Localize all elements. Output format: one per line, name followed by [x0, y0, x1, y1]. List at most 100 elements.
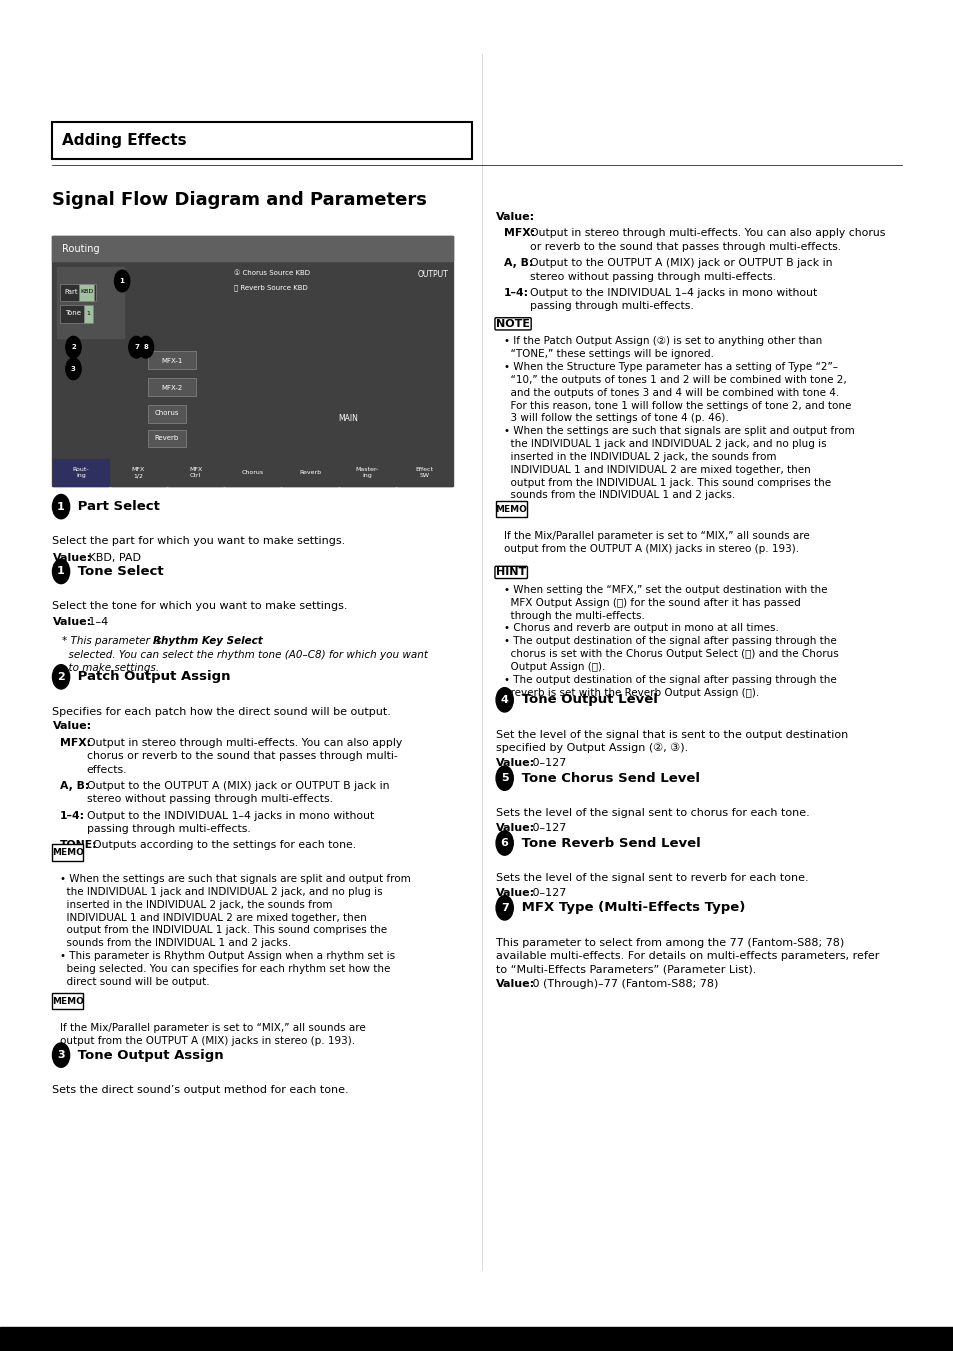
- Text: 8: 8: [143, 345, 149, 350]
- Text: sounds from the INDIVIDUAL 1 and 2 jacks.: sounds from the INDIVIDUAL 1 and 2 jacks…: [60, 938, 291, 948]
- Text: Rout-
ing: Rout- ing: [72, 467, 90, 478]
- Text: effects.: effects.: [87, 765, 127, 774]
- Text: Select the part for which you want to make settings.: Select the part for which you want to ma…: [52, 536, 345, 546]
- Text: For this reason, tone 1 will follow the settings of tone 2, and tone: For this reason, tone 1 will follow the …: [503, 401, 850, 411]
- Text: 1: 1: [57, 501, 65, 512]
- Text: INDIVIDUAL 1 and INDIVIDUAL 2 are mixed together, then: INDIVIDUAL 1 and INDIVIDUAL 2 are mixed …: [60, 913, 367, 923]
- Text: Tone Output Level: Tone Output Level: [517, 693, 658, 707]
- Bar: [57, 267, 124, 338]
- Text: Select the tone for which you want to make settings.: Select the tone for which you want to ma…: [52, 601, 348, 611]
- Text: • If the Patch Output Assign (②) is set to anything other than: • If the Patch Output Assign (②) is set …: [503, 336, 821, 346]
- Text: This parameter to select from among the 77 (Fantom-S88; 78): This parameter to select from among the …: [496, 938, 843, 947]
- Text: ⓪ Reverb Source KBD: ⓪ Reverb Source KBD: [233, 285, 307, 290]
- FancyBboxPatch shape: [52, 844, 83, 861]
- Text: inserted in the INDIVIDUAL 2 jack, the sounds from: inserted in the INDIVIDUAL 2 jack, the s…: [60, 900, 333, 909]
- Text: • This parameter is Rhythm Output Assign when a rhythm set is: • This parameter is Rhythm Output Assign…: [60, 951, 395, 961]
- Text: • The output destination of the signal after passing through the: • The output destination of the signal a…: [503, 676, 836, 685]
- Text: Value:: Value:: [496, 888, 535, 897]
- Text: • When the Structure Type parameter has a setting of Type “2”–: • When the Structure Type parameter has …: [503, 362, 837, 372]
- Text: MEMO: MEMO: [495, 505, 527, 513]
- Text: Specifies for each patch how the direct sound will be output.: Specifies for each patch how the direct …: [52, 707, 391, 716]
- Text: Master-
ing: Master- ing: [355, 467, 378, 478]
- Text: chorus or reverb to the sound that passes through multi-: chorus or reverb to the sound that passe…: [87, 751, 397, 761]
- Circle shape: [114, 270, 130, 292]
- Text: • When setting the “MFX,” set the output destination with the: • When setting the “MFX,” set the output…: [503, 585, 826, 594]
- Text: 1–4: 1–4: [85, 617, 108, 627]
- Bar: [396, 459, 452, 486]
- Circle shape: [496, 831, 513, 855]
- Text: • When the settings are such that signals are split and output from: • When the settings are such that signal…: [503, 427, 854, 436]
- Bar: [339, 459, 395, 486]
- Text: MFX:: MFX:: [503, 228, 535, 238]
- Text: the INDIVIDUAL 1 jack and INDIVIDUAL 2 jack, and no plug is: the INDIVIDUAL 1 jack and INDIVIDUAL 2 j…: [503, 439, 825, 449]
- Text: MFX-2: MFX-2: [161, 385, 182, 390]
- Text: Tone: Tone: [65, 311, 81, 316]
- Text: MFX Type (Multi-Effects Type): MFX Type (Multi-Effects Type): [517, 901, 744, 915]
- Text: MFX:: MFX:: [60, 738, 91, 747]
- Text: Output in stereo through multi-effects. You can also apply chorus: Output in stereo through multi-effects. …: [530, 228, 885, 238]
- Text: 3: 3: [57, 1050, 65, 1061]
- Text: Routing: Routing: [62, 243, 99, 254]
- Text: being selected. You can specifies for each rhythm set how the: being selected. You can specifies for ea…: [60, 965, 390, 974]
- Text: • The output destination of the signal after passing through the: • The output destination of the signal a…: [503, 636, 836, 646]
- Text: MFX-1: MFX-1: [161, 358, 182, 363]
- FancyBboxPatch shape: [496, 501, 526, 517]
- Text: Output to the OUTPUT A (MIX) jack or OUTPUT B jack in: Output to the OUTPUT A (MIX) jack or OUT…: [530, 258, 832, 267]
- Text: Output Assign (ⓤ).: Output Assign (ⓤ).: [503, 662, 604, 671]
- Circle shape: [496, 766, 513, 790]
- Bar: [0, 1327, 953, 1351]
- Circle shape: [66, 336, 81, 358]
- Text: 4: 4: [500, 694, 508, 705]
- Text: MAIN: MAIN: [338, 415, 357, 423]
- Text: Rhythm Key Select: Rhythm Key Select: [152, 636, 262, 646]
- Circle shape: [66, 358, 81, 380]
- Text: direct sound will be output.: direct sound will be output.: [60, 977, 210, 986]
- Text: available multi-effects. For details on multi-effects parameters, refer: available multi-effects. For details on …: [496, 951, 879, 961]
- Text: 6: 6: [500, 838, 508, 848]
- Text: output from the INDIVIDUAL 1 jack. This sound comprises the: output from the INDIVIDUAL 1 jack. This …: [503, 478, 830, 488]
- Text: Sets the direct sound’s output method for each tone.: Sets the direct sound’s output method fo…: [52, 1085, 349, 1094]
- Text: specified by Output Assign (②, ③).: specified by Output Assign (②, ③).: [496, 743, 688, 754]
- Text: • Chorus and reverb are output in mono at all times.: • Chorus and reverb are output in mono a…: [503, 624, 778, 634]
- Text: 176: 176: [52, 1304, 87, 1321]
- FancyBboxPatch shape: [148, 405, 186, 423]
- Text: stereo without passing through multi-effects.: stereo without passing through multi-eff…: [87, 794, 333, 804]
- Text: Output to the INDIVIDUAL 1–4 jacks in mono without: Output to the INDIVIDUAL 1–4 jacks in mo…: [530, 288, 817, 297]
- Text: Effect
SW: Effect SW: [416, 467, 433, 478]
- Text: Value:: Value:: [52, 617, 91, 627]
- FancyBboxPatch shape: [148, 430, 186, 447]
- Text: 7: 7: [133, 345, 139, 350]
- Text: KBD: KBD: [80, 289, 93, 295]
- Text: Value:: Value:: [52, 721, 91, 731]
- Text: Chorus: Chorus: [154, 411, 179, 416]
- Text: Value:: Value:: [496, 212, 535, 222]
- FancyBboxPatch shape: [79, 284, 94, 301]
- Text: Reverb: Reverb: [154, 435, 179, 440]
- Circle shape: [52, 494, 70, 519]
- Text: Sets the level of the signal sent to reverb for each tone.: Sets the level of the signal sent to rev…: [496, 873, 808, 882]
- Text: or reverb to the sound that passes through multi-effects.: or reverb to the sound that passes throu…: [530, 242, 841, 251]
- FancyBboxPatch shape: [148, 351, 195, 369]
- Text: to make settings.: to make settings.: [62, 663, 159, 673]
- FancyBboxPatch shape: [84, 305, 93, 323]
- Circle shape: [496, 688, 513, 712]
- Text: 2: 2: [57, 671, 65, 682]
- Text: Chorus: Chorus: [241, 470, 264, 476]
- Text: Tone Chorus Send Level: Tone Chorus Send Level: [517, 771, 700, 785]
- Text: A, B:: A, B:: [503, 258, 533, 267]
- Circle shape: [138, 336, 153, 358]
- Text: ① Chorus Source KBD: ① Chorus Source KBD: [233, 270, 310, 276]
- FancyBboxPatch shape: [148, 378, 195, 396]
- Text: to “Multi-Effects Parameters” (Parameter List).: to “Multi-Effects Parameters” (Parameter…: [496, 965, 756, 974]
- Text: through the multi-effects.: through the multi-effects.: [503, 611, 644, 620]
- Text: Value:: Value:: [52, 553, 91, 562]
- Text: 7: 7: [500, 902, 508, 913]
- Text: stereo without passing through multi-effects.: stereo without passing through multi-eff…: [530, 272, 776, 281]
- Text: Value:: Value:: [496, 758, 535, 767]
- Text: 1–4:: 1–4:: [503, 288, 528, 297]
- Text: * This parameter is: * This parameter is: [62, 636, 165, 646]
- Text: 0–127: 0–127: [528, 888, 565, 897]
- Text: If the Mix/Parallel parameter is set to “MIX,” all sounds are: If the Mix/Parallel parameter is set to …: [60, 1023, 365, 1032]
- Text: inserted in the INDIVIDUAL 2 jack, the sounds from: inserted in the INDIVIDUAL 2 jack, the s…: [503, 451, 776, 462]
- Circle shape: [52, 1043, 70, 1067]
